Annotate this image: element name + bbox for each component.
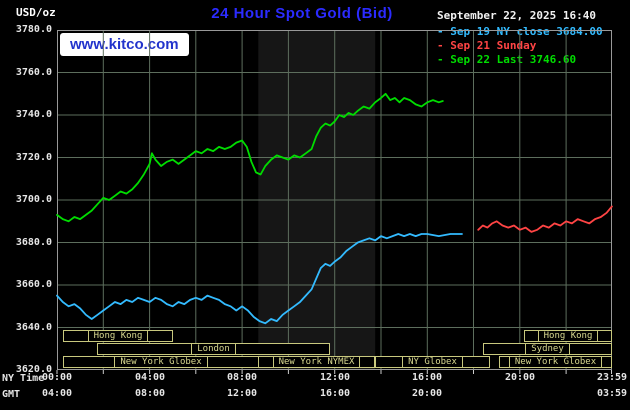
y-axis-tick-label: 3780.0 [15, 24, 52, 35]
x-axis-tick-label-ny: 23:59 [596, 372, 628, 383]
plot-border [57, 30, 612, 370]
session-label: Hong Kong [537, 331, 599, 341]
x-axis-tick-label-ny: 08:00 [226, 372, 258, 383]
ny-time-caption: NY Time [2, 373, 45, 384]
session-label: London [191, 344, 236, 354]
y-axis-tick-label: 3740.0 [15, 109, 52, 120]
price-plot [56, 30, 613, 374]
session-box-new-york-globex: New York Globex [499, 356, 612, 368]
legend-sep22-last: - Sep 22 Last 3746.60 [437, 53, 577, 66]
x-axis-tick-label-gmt: 03:59 [596, 388, 628, 399]
x-axis-tick-label-gmt: 04:00 [41, 388, 73, 399]
series-line-sep19 [56, 233, 463, 325]
session-box-ny-globex: NY Globex [375, 356, 490, 368]
y-axis-tick-label: 3660.0 [15, 279, 52, 290]
session-box-sydney: Sydney [483, 343, 612, 355]
chart-title: 24 Hour Spot Gold (Bid) [211, 5, 393, 22]
legend-sep21-sunday: - Sep 21 Sunday [437, 39, 537, 52]
x-axis-tick-label-gmt: 20:00 [411, 388, 443, 399]
kitco-link[interactable]: www.kitco.com [60, 33, 189, 56]
series-line-sep22 [56, 92, 444, 223]
series-line-sep21 [477, 205, 613, 233]
x-axis-tick-label-gmt: 12:00 [226, 388, 258, 399]
y-axis-tick-label: 3760.0 [15, 67, 52, 78]
x-axis-tick-label-ny: 12:00 [319, 372, 351, 383]
session-label: New York Globex [114, 357, 208, 367]
x-axis-tick-label-ny: 00:00 [41, 372, 73, 383]
x-axis-tick-label-gmt: 16:00 [319, 388, 351, 399]
y-axis-tick-label: 3720.0 [15, 152, 52, 163]
y-axis-tick-label: 3620.0 [15, 364, 52, 375]
y-axis-tick-label: 3700.0 [15, 194, 52, 205]
x-axis-tick-label-ny: 04:00 [134, 372, 166, 383]
session-label: New York NYMEX [272, 357, 361, 367]
session-label: NY Globex [402, 357, 463, 367]
x-axis-tick-label-ny: 20:00 [504, 372, 536, 383]
units-label: USD/oz [16, 6, 56, 19]
x-axis-tick-label-ny: 16:00 [411, 372, 443, 383]
session-box-hong-kong: Hong Kong [524, 330, 612, 342]
session-label: Hong Kong [87, 331, 149, 341]
x-axis-tick-label-gmt: 08:00 [134, 388, 166, 399]
session-box-new-york-globex: New York Globex [63, 356, 259, 368]
y-axis-tick-label: 3640.0 [15, 322, 52, 333]
datetime-label: September 22, 2025 16:40 [437, 9, 596, 22]
grid [57, 30, 612, 370]
session-box-london: London [97, 343, 330, 355]
session-label: New York Globex [508, 357, 603, 367]
session-label: Sydney [525, 344, 570, 354]
y-axis-tick-label: 3680.0 [15, 237, 52, 248]
session-box-hong-kong: Hong Kong [63, 330, 173, 342]
gmt-caption: GMT [2, 389, 21, 400]
axis-ticks [56, 370, 612, 374]
session-box-new-york-nymex: New York NYMEX [258, 356, 375, 368]
